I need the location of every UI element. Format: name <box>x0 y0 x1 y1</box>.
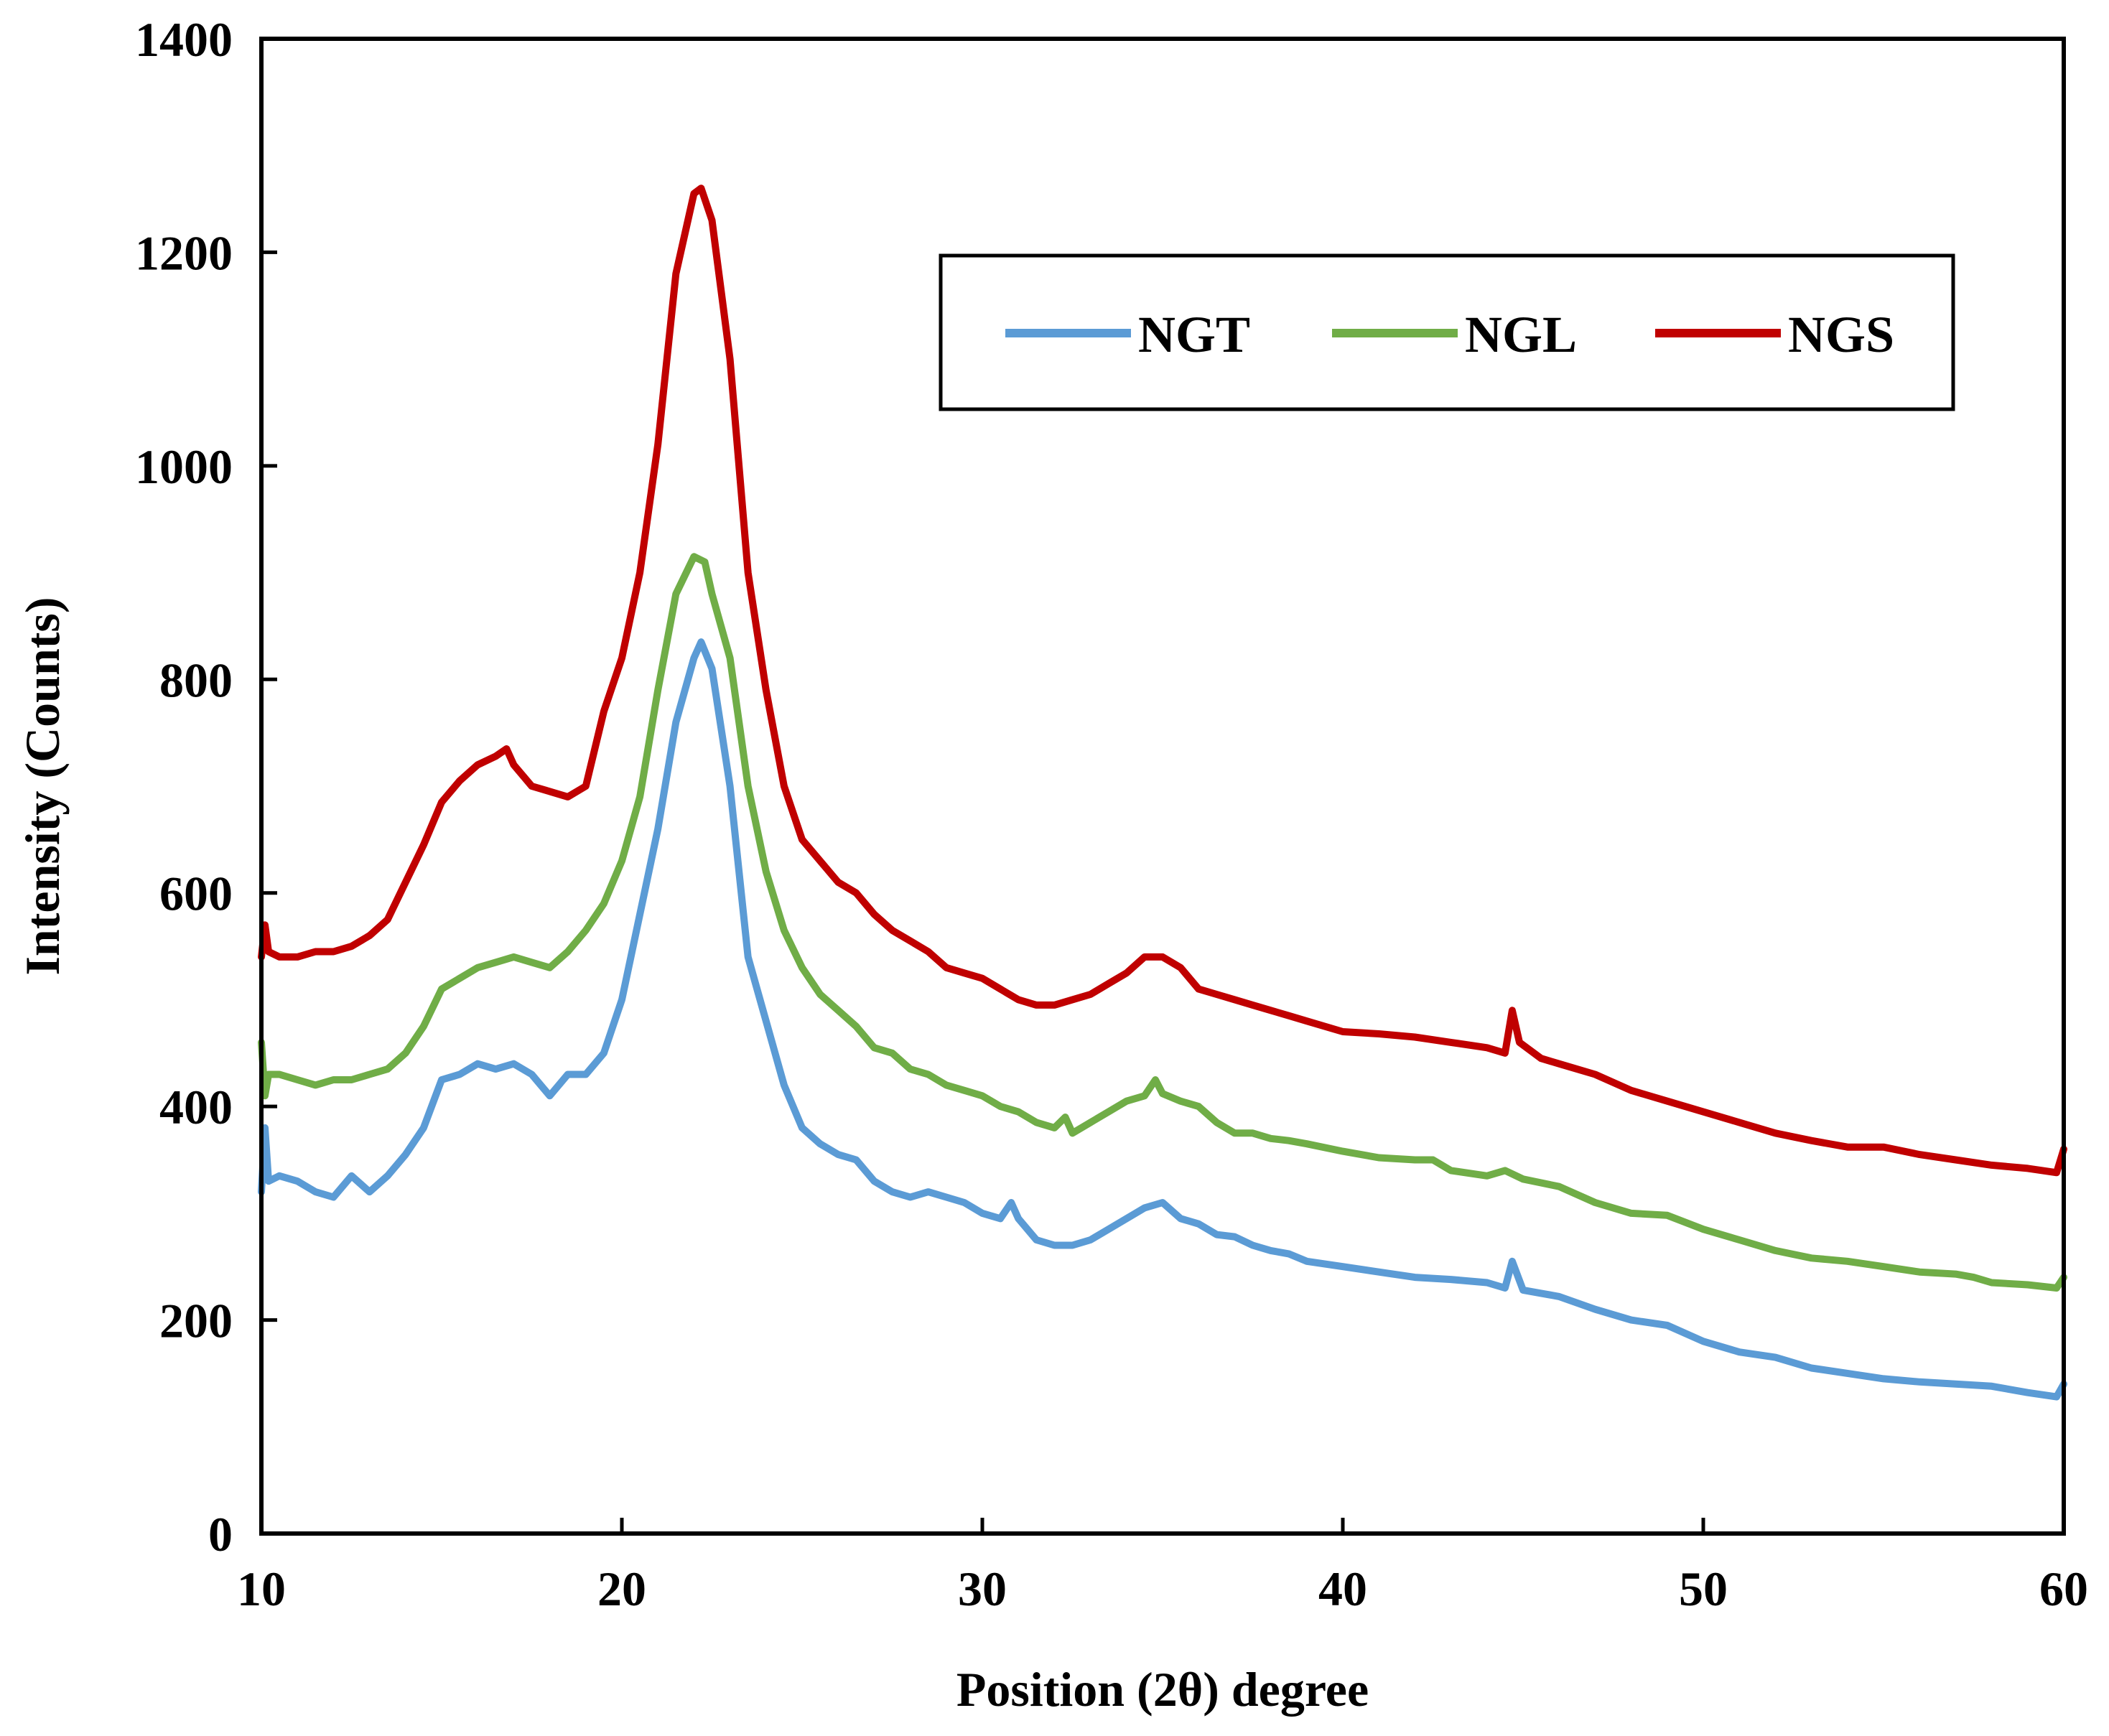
x-tick-label: 20 <box>597 1562 646 1616</box>
y-tick-label: 400 <box>159 1080 233 1134</box>
plot-area-frame <box>259 37 2066 1536</box>
series-lines <box>258 185 2067 1401</box>
x-tick-label: 50 <box>1679 1562 1728 1616</box>
x-axis-title: Position (2θ) degree <box>956 1662 1369 1717</box>
series-line-ngl <box>258 553 2067 1292</box>
legend-label-ngs: NGS <box>1788 306 1894 363</box>
x-tick-label: 30 <box>958 1562 1007 1616</box>
y-tick-label: 600 <box>159 867 233 921</box>
x-tick-label: 40 <box>1318 1562 1367 1616</box>
y-axis-ticks: 0 200 400 600 800 1000 1200 1400 <box>135 12 277 1562</box>
y-tick-label: 1200 <box>135 225 233 280</box>
series-line-ngt <box>258 638 2067 1401</box>
y-tick-label: 800 <box>159 653 233 707</box>
x-tick-label: 60 <box>2039 1562 2088 1616</box>
series-line-ngs <box>258 185 2067 1177</box>
y-tick-label: 1000 <box>135 439 233 494</box>
legend: NGT NGL NGS <box>939 253 1955 411</box>
y-axis-title: Intensity (Counts) <box>15 597 70 975</box>
legend-label-ngl: NGL <box>1465 306 1577 363</box>
legend-label-ngt: NGT <box>1138 306 1250 363</box>
x-tick-label: 10 <box>237 1562 286 1616</box>
x-axis-ticks: 10 20 30 40 50 60 <box>237 1518 2088 1616</box>
y-tick-label: 0 <box>208 1507 233 1562</box>
y-tick-label: 200 <box>159 1294 233 1348</box>
y-tick-label: 1400 <box>135 12 233 67</box>
